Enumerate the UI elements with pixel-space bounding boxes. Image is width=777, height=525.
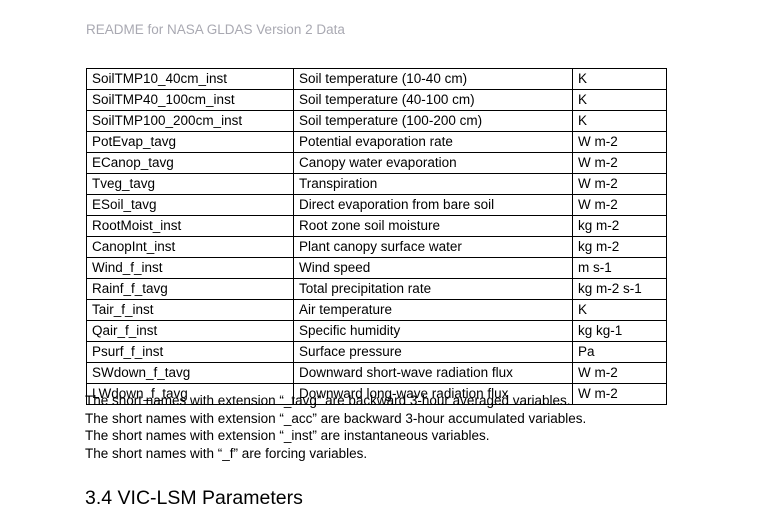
table-cell-units: W m-2 xyxy=(572,131,667,153)
table-row: PotEvap_tavg Potential evaporation rate W … xyxy=(86,131,667,153)
table-cell-units: K xyxy=(572,110,667,132)
table-row: SoilTMP100_200cm_inst Soil temperature (1… xyxy=(86,110,667,132)
table-cell-description: Downward short-wave radiation flux xyxy=(293,362,573,384)
table-cell-short-name: ESoil_tavg xyxy=(86,194,294,216)
table-cell-short-name: PotEvap_tavg xyxy=(86,131,294,153)
table-row: Wind_f_inst Wind speed m s-1 xyxy=(86,257,667,279)
section-heading: 3.4 VIC-LSM Parameters xyxy=(85,487,303,509)
table-cell-short-name: Qair_f_inst xyxy=(86,320,294,342)
table-cell-description: Soil temperature (100-200 cm) xyxy=(293,110,573,132)
table-cell-description: Air temperature xyxy=(293,299,573,321)
table-row: SWdown_f_tavg Downward short-wave radiati… xyxy=(86,362,667,384)
table-cell-units: K xyxy=(572,68,667,90)
table-cell-short-name: LWdown_f_tavg xyxy=(86,383,294,405)
table-cell-units: m s-1 xyxy=(572,257,667,279)
table-cell-short-name: SoilTMP100_200cm_inst xyxy=(86,110,294,132)
table-cell-units: K xyxy=(572,299,667,321)
table-cell-units: W m-2 xyxy=(572,173,667,195)
table-row: ECanop_tavg Canopy water evaporation W m-2 xyxy=(86,152,667,174)
table-cell-description: Potential evaporation rate xyxy=(293,131,573,153)
table-cell-short-name: RootMoist_inst xyxy=(86,215,294,237)
table-cell-short-name: Tair_f_inst xyxy=(86,299,294,321)
table-cell-short-name: ECanop_tavg xyxy=(86,152,294,174)
table-cell-units: K xyxy=(572,89,667,111)
table-cell-short-name: Rainf_f_tavg xyxy=(86,278,294,300)
table-row: RootMoist_inst Root zone soil moisture kg … xyxy=(86,215,667,237)
footnotes-block: The short names with extension “_tavg” a… xyxy=(85,392,725,462)
table-row: SoilTMP40_100cm_inst Soil temperature (40… xyxy=(86,89,667,111)
table-cell-description: Surface pressure xyxy=(293,341,573,363)
table-cell-description: Transpiration xyxy=(293,173,573,195)
variables-table: SoilTMP10_40cm_inst Soil temperature (10-… xyxy=(86,68,667,405)
table-cell-short-name: CanopInt_inst xyxy=(86,236,294,258)
table-cell-units: kg m-2 s-1 xyxy=(572,278,667,300)
table-cell-units: W m-2 xyxy=(572,362,667,384)
table-cell-units: W m-2 xyxy=(572,152,667,174)
variables-table-body: SoilTMP10_40cm_inst Soil temperature (10-… xyxy=(86,68,667,405)
table-cell-units: W m-2 xyxy=(572,194,667,216)
footnote-line: The short names with extension “_acc” ar… xyxy=(85,410,587,426)
table-cell-description: Direct evaporation from bare soil xyxy=(293,194,573,216)
table-row: Psurf_f_inst Surface pressure Pa xyxy=(86,341,667,363)
table-cell-short-name: Psurf_f_inst xyxy=(86,341,294,363)
table-cell-description: Wind speed xyxy=(293,257,573,279)
table-cell-units: kg m-2 xyxy=(572,236,667,258)
table-cell-description: Specific humidity xyxy=(293,320,573,342)
table-row: ESoil_tavg Direct evaporation from bare s… xyxy=(86,194,667,216)
table-row: Qair_f_inst Specific humidity kg kg-1 xyxy=(86,320,667,342)
table-cell-units: kg m-2 xyxy=(572,215,667,237)
table-cell-units: kg kg-1 xyxy=(572,320,667,342)
table-cell-description: Soil temperature (10-40 cm) xyxy=(293,68,573,90)
table-cell-short-name: Tveg_tavg xyxy=(86,173,294,195)
table-cell-short-name: SWdown_f_tavg xyxy=(86,362,294,384)
table-cell-description: Root zone soil moisture xyxy=(293,215,573,237)
table-cell-units: W m-2 xyxy=(572,383,667,405)
table-cell-short-name: Wind_f_inst xyxy=(86,257,294,279)
table-row: Rainf_f_tavg Total precipitation rate kg m… xyxy=(86,278,667,300)
footnote-line: The short names with extension “_inst” a… xyxy=(85,428,490,444)
footnote-line: The short names with extension “_tavg” a… xyxy=(85,393,571,408)
table-row: LWdown_f_tavg Downward long-wave radiatio… xyxy=(86,383,667,405)
table-cell-description: Canopy water evaporation xyxy=(293,152,573,174)
table-row: CanopInt_inst Plant canopy surface water k… xyxy=(86,236,667,258)
table-cell-description: Plant canopy surface water xyxy=(293,236,573,258)
table-row: Tveg_tavg Transpiration W m-2 xyxy=(86,173,667,195)
table-row: Tair_f_inst Air temperature K xyxy=(86,299,667,321)
table-cell-short-name: SoilTMP40_100cm_inst xyxy=(86,89,294,111)
footnote-line: The short names with “_f” are forcing va… xyxy=(85,445,368,461)
document-header-running-title: README for NASA GLDAS Version 2 Data xyxy=(86,22,345,37)
table-row: SoilTMP10_40cm_inst Soil temperature (10-… xyxy=(86,68,667,90)
table-cell-units: Pa xyxy=(572,341,667,363)
table-cell-description: Soil temperature (40-100 cm) xyxy=(293,89,573,111)
table-cell-short-name: SoilTMP10_40cm_inst xyxy=(86,68,294,90)
table-cell-description: Total precipitation rate xyxy=(293,278,573,300)
